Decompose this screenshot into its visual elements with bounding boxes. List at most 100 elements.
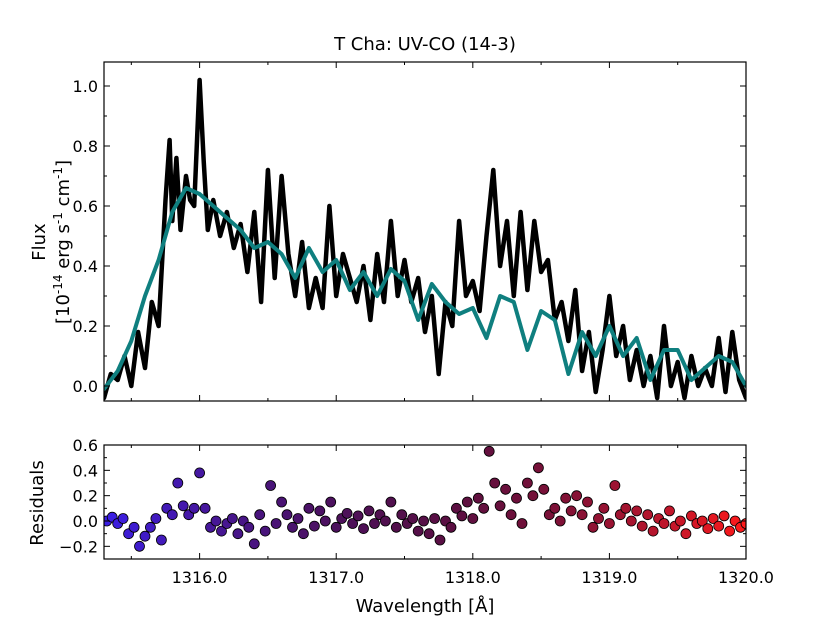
residual-point <box>576 509 588 521</box>
residual-point <box>707 513 719 524</box>
residual-point <box>281 509 293 521</box>
residuals-y-tick-label: 0.4 <box>73 461 98 480</box>
residual-point <box>347 518 359 529</box>
residual-point <box>724 525 735 537</box>
residual-point <box>166 509 178 521</box>
residual-point <box>144 521 156 533</box>
residuals-x-tick-label: 1316.0 <box>172 568 228 587</box>
residuals-x-tick-label: 1317.0 <box>308 568 364 587</box>
residuals-x-tick-label: 1319.0 <box>581 568 637 587</box>
residual-point <box>483 445 495 457</box>
residual-point <box>489 477 501 489</box>
residual-point <box>478 502 490 514</box>
residual-point <box>172 477 184 489</box>
residual-point <box>292 513 304 524</box>
residual-point <box>587 521 599 533</box>
residual-point <box>385 496 397 508</box>
residual-point <box>434 534 446 546</box>
residual-point <box>686 510 697 522</box>
residual-point <box>620 502 632 514</box>
residual-point <box>303 502 315 514</box>
flux-axes-frame <box>103 61 747 402</box>
residual-point <box>297 528 309 540</box>
residuals-y-tick-label: −0.2 <box>59 537 98 556</box>
residual-point <box>450 502 462 514</box>
flux-plot-area <box>104 77 746 401</box>
residual-point <box>210 515 222 527</box>
residual-point <box>516 518 528 529</box>
residual-point <box>511 492 522 504</box>
residual-point <box>352 510 364 522</box>
residual-point <box>150 513 162 524</box>
flux-axis-label-line2: [10-14 erg s-1 cm-1] <box>51 160 74 324</box>
residual-point <box>664 505 675 517</box>
residual-point <box>407 513 419 524</box>
residual-point <box>396 509 408 521</box>
residual-point <box>248 538 260 550</box>
residual-point <box>134 540 145 552</box>
flux-y-tick-label: 0.6 <box>73 197 98 216</box>
residual-point <box>500 483 512 495</box>
residual-point <box>598 502 610 514</box>
residuals-x-tick-label: 1320.0 <box>718 568 774 587</box>
residual-point <box>418 515 430 527</box>
model-line <box>104 186 746 391</box>
residual-point <box>604 518 615 529</box>
residual-point <box>155 534 167 546</box>
residuals-axes: −0.2 0.0 0.2 0.4 0.6 1316.0 1317.0 1318.0 1319.0… <box>59 436 774 587</box>
residual-point <box>461 496 473 508</box>
residuals-y-tick-label: 0.0 <box>73 512 98 531</box>
residual-point <box>527 490 539 502</box>
residual-point <box>265 480 277 491</box>
residual-point <box>270 518 282 529</box>
residual-point <box>522 477 533 489</box>
residual-point <box>554 515 566 527</box>
residual-point <box>456 510 468 522</box>
residual-point <box>139 530 151 542</box>
flux-axis-label: Flux [10-14 erg s-1 cm-1] <box>29 160 74 324</box>
residual-point <box>287 521 298 533</box>
residual-point <box>713 520 725 532</box>
wavelength-axis-label: Wavelength [Å] <box>356 595 495 617</box>
residual-point <box>308 520 320 532</box>
residual-point <box>609 480 621 491</box>
residual-point <box>472 492 484 504</box>
residual-point <box>188 502 200 514</box>
residual-point <box>631 505 643 517</box>
residual-point <box>254 509 266 521</box>
residual-point <box>243 521 255 533</box>
residual-point <box>363 505 375 517</box>
residual-point <box>533 462 544 474</box>
residuals-axes-frame <box>103 444 747 560</box>
residual-point <box>636 520 648 532</box>
residual-point <box>412 525 424 537</box>
residual-point <box>445 521 457 533</box>
residuals-y-tick-label: 0.2 <box>73 487 98 506</box>
residual-point <box>538 483 550 495</box>
residual-point <box>571 490 582 502</box>
residual-point <box>565 505 577 517</box>
residual-point <box>494 500 506 512</box>
flux-y-tick-label: 0.8 <box>73 137 98 156</box>
residual-point <box>330 521 342 533</box>
residuals-plot-area <box>104 445 746 552</box>
chart-title: T Cha: UV-CO (14-3) <box>333 34 516 55</box>
residual-point <box>369 518 380 529</box>
residual-point <box>232 528 244 540</box>
residual-point <box>642 509 654 521</box>
residual-point <box>423 528 435 540</box>
residual-point <box>199 502 211 514</box>
residual-point <box>341 508 353 519</box>
residual-point <box>358 523 369 534</box>
residual-point <box>314 505 326 517</box>
residuals-axis-label: Residuals <box>27 460 48 545</box>
residual-point <box>128 521 140 533</box>
flux-axes: 0.0 0.2 0.4 0.6 0.8 1.0 <box>73 61 747 402</box>
observed-line <box>104 77 746 401</box>
residual-point <box>680 528 692 540</box>
residual-point <box>194 467 206 479</box>
residual-point <box>647 525 659 537</box>
flux-y-tick-label: 0.0 <box>73 377 98 396</box>
residual-point <box>117 513 129 524</box>
